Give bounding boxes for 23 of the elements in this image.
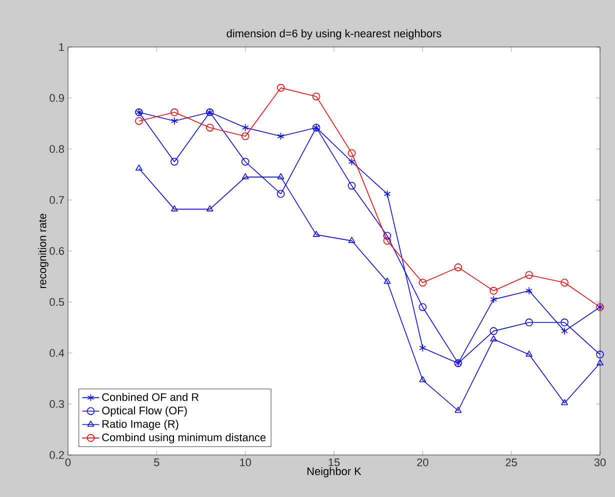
legend-label: Optical Flow (OF): [102, 406, 187, 417]
y-tick-label: 0.4: [50, 349, 64, 357]
x-tick-label: 5: [154, 458, 160, 466]
x-tick-label: 10: [240, 458, 251, 466]
y-tick-label: 0.9: [50, 94, 64, 102]
y-tick-label: 0.2: [50, 451, 64, 459]
x-tick-label: 0: [65, 458, 71, 466]
x-tick-label: 25: [506, 458, 517, 466]
x-tick-label: 20: [417, 458, 428, 466]
chart-title: dimension d=6 by using k-nearest neighbors: [226, 29, 442, 40]
y-tick-label: 0.5: [50, 298, 64, 306]
y-tick-label: 0.6: [50, 247, 64, 255]
legend-label: Combind using minimum distance: [102, 433, 266, 444]
y-tick-label: 0.3: [50, 400, 64, 408]
legend-label: Ratio Image (R): [102, 420, 178, 430]
x-tick-label: 15: [328, 458, 340, 466]
y-tick-label: 0.7: [50, 196, 64, 204]
y-tick-label: 1: [59, 43, 64, 51]
x-axis-title: Neighbor K: [307, 467, 362, 478]
legend-label: Conbined OF and R: [102, 392, 199, 402]
x-tick-label: 30: [594, 458, 606, 466]
y-tick-label: 0.8: [50, 145, 64, 153]
y-axis-title: recognition rate: [38, 214, 48, 288]
